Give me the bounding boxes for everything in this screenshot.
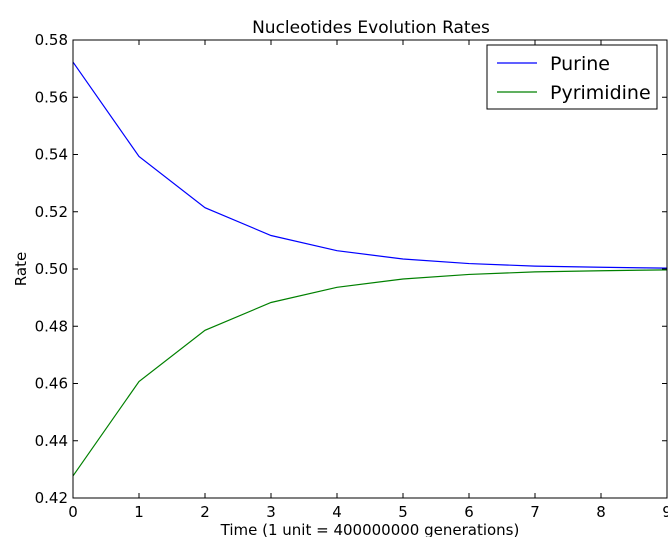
legend-box [486,44,658,110]
y-tick-label: 0.42 [35,489,68,507]
legend-label-0: Purine [550,53,610,75]
series-layer [72,61,668,477]
x-tick-label: 6 [464,503,474,521]
y-tick-label: 0.44 [35,432,68,450]
y-tick-label: 0.46 [35,375,68,393]
y-axis-label: Rate [12,252,30,286]
legend-label-1: Pyrimidine [550,82,651,104]
y-tick-label: 0.48 [35,317,68,335]
x-tick-label: 3 [266,503,276,521]
y-tick-label: 0.56 [35,88,68,106]
chart-title: Nucleotides Evolution Rates [252,18,490,38]
y-tick-label: 0.50 [35,260,68,278]
x-tick-label: 0 [68,503,78,521]
y-axis-ticks: 0.42 0.44 0.46 0.48 0.50 0.52 0.54 0.56 0.58 [35,31,667,507]
series-line-0 [72,61,668,269]
x-tick-label: 1 [134,503,144,521]
y-tick-label: 0.52 [35,203,68,221]
legend: Purine Pyrimidine [486,44,658,110]
x-tick-label: 8 [596,503,606,521]
y-tick-label: 0.58 [35,31,68,49]
x-tick-label: 7 [530,503,540,521]
x-axis-label: Time (1 unit = 400000000 generations) [220,521,520,537]
legend-items: Purine Pyrimidine [497,53,651,104]
y-tick-label: 0.54 [35,146,68,164]
x-tick-label: 2 [200,503,210,521]
x-axis-ticks: 0 1 2 3 4 5 6 7 8 9 [68,40,668,521]
x-tick-label: 9 [662,503,668,521]
series-line-1 [72,269,668,477]
x-tick-label: 4 [332,503,342,521]
x-tick-label: 5 [398,503,408,521]
